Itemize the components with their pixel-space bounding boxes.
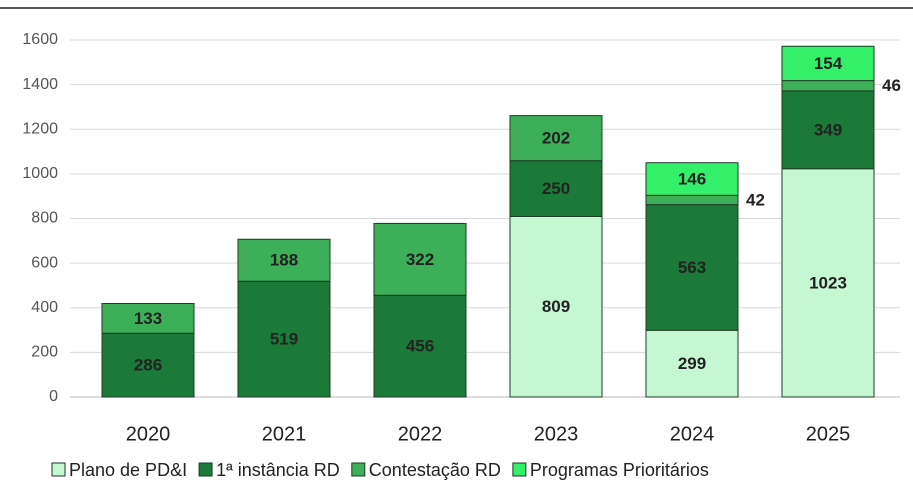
legend-label: Programas Prioritários: [530, 460, 709, 480]
bar-segment: [101, 303, 195, 334]
data-label: 456: [406, 337, 434, 356]
bar-segment: [645, 204, 739, 331]
data-label: 42: [746, 190, 765, 209]
data-label: 519: [270, 330, 298, 349]
y-tick-label: 800: [31, 210, 58, 227]
y-tick-label: 1000: [22, 165, 58, 182]
bar-segment: [781, 45, 875, 82]
bar-segment: [509, 215, 603, 398]
x-tick-label: 2021: [262, 423, 307, 445]
bar-segment: [101, 332, 195, 398]
data-label: 188: [270, 251, 298, 270]
legend-swatch: [512, 462, 527, 477]
bar-segment: [237, 238, 331, 282]
data-label: 563: [678, 258, 706, 277]
legend-swatch: [351, 462, 366, 477]
legend-label: 1ª instância RD: [216, 460, 340, 480]
x-tick-label: 2022: [398, 423, 443, 445]
bar-segment: [373, 294, 467, 398]
bar-segment: [373, 222, 467, 296]
bar-segment: [781, 80, 875, 92]
data-label: 299: [678, 354, 706, 373]
bar-segment: [645, 194, 739, 206]
legend-swatch: [51, 462, 66, 477]
x-tick-label: 2025: [806, 423, 851, 445]
y-tick-label: 0: [49, 388, 58, 405]
y-tick-label: 1200: [22, 120, 58, 137]
bar-segment: [509, 115, 603, 162]
bar-segment: [645, 162, 739, 196]
bar-segment: [645, 329, 739, 398]
data-label: 146: [678, 169, 706, 188]
x-tick-label: 2020: [126, 423, 171, 445]
y-tick-label: 400: [31, 299, 58, 316]
y-tick-label: 600: [31, 254, 58, 271]
data-label: 1023: [809, 273, 847, 292]
y-tick-label: 200: [31, 344, 58, 361]
bar-segment: [237, 280, 331, 398]
data-label: 133: [134, 309, 162, 328]
y-tick-label: 1600: [22, 31, 58, 48]
data-label: 154: [814, 54, 843, 73]
data-label: 202: [542, 129, 570, 148]
data-label: 809: [542, 297, 570, 316]
legend-label: Contestação RD: [369, 460, 501, 480]
data-label: 349: [814, 120, 842, 139]
data-label: 286: [134, 356, 162, 375]
legend-label: Plano de PD&I: [69, 460, 187, 480]
data-label: 322: [406, 250, 434, 269]
x-tick-label: 2024: [670, 423, 715, 445]
y-tick-label: 1400: [22, 76, 58, 93]
bar-segment: [781, 168, 875, 398]
bar-segment: [509, 160, 603, 217]
x-tick-label: 2023: [534, 423, 579, 445]
data-label: 250: [542, 179, 570, 198]
legend-swatch: [198, 462, 213, 477]
data-label: 46: [882, 76, 901, 95]
